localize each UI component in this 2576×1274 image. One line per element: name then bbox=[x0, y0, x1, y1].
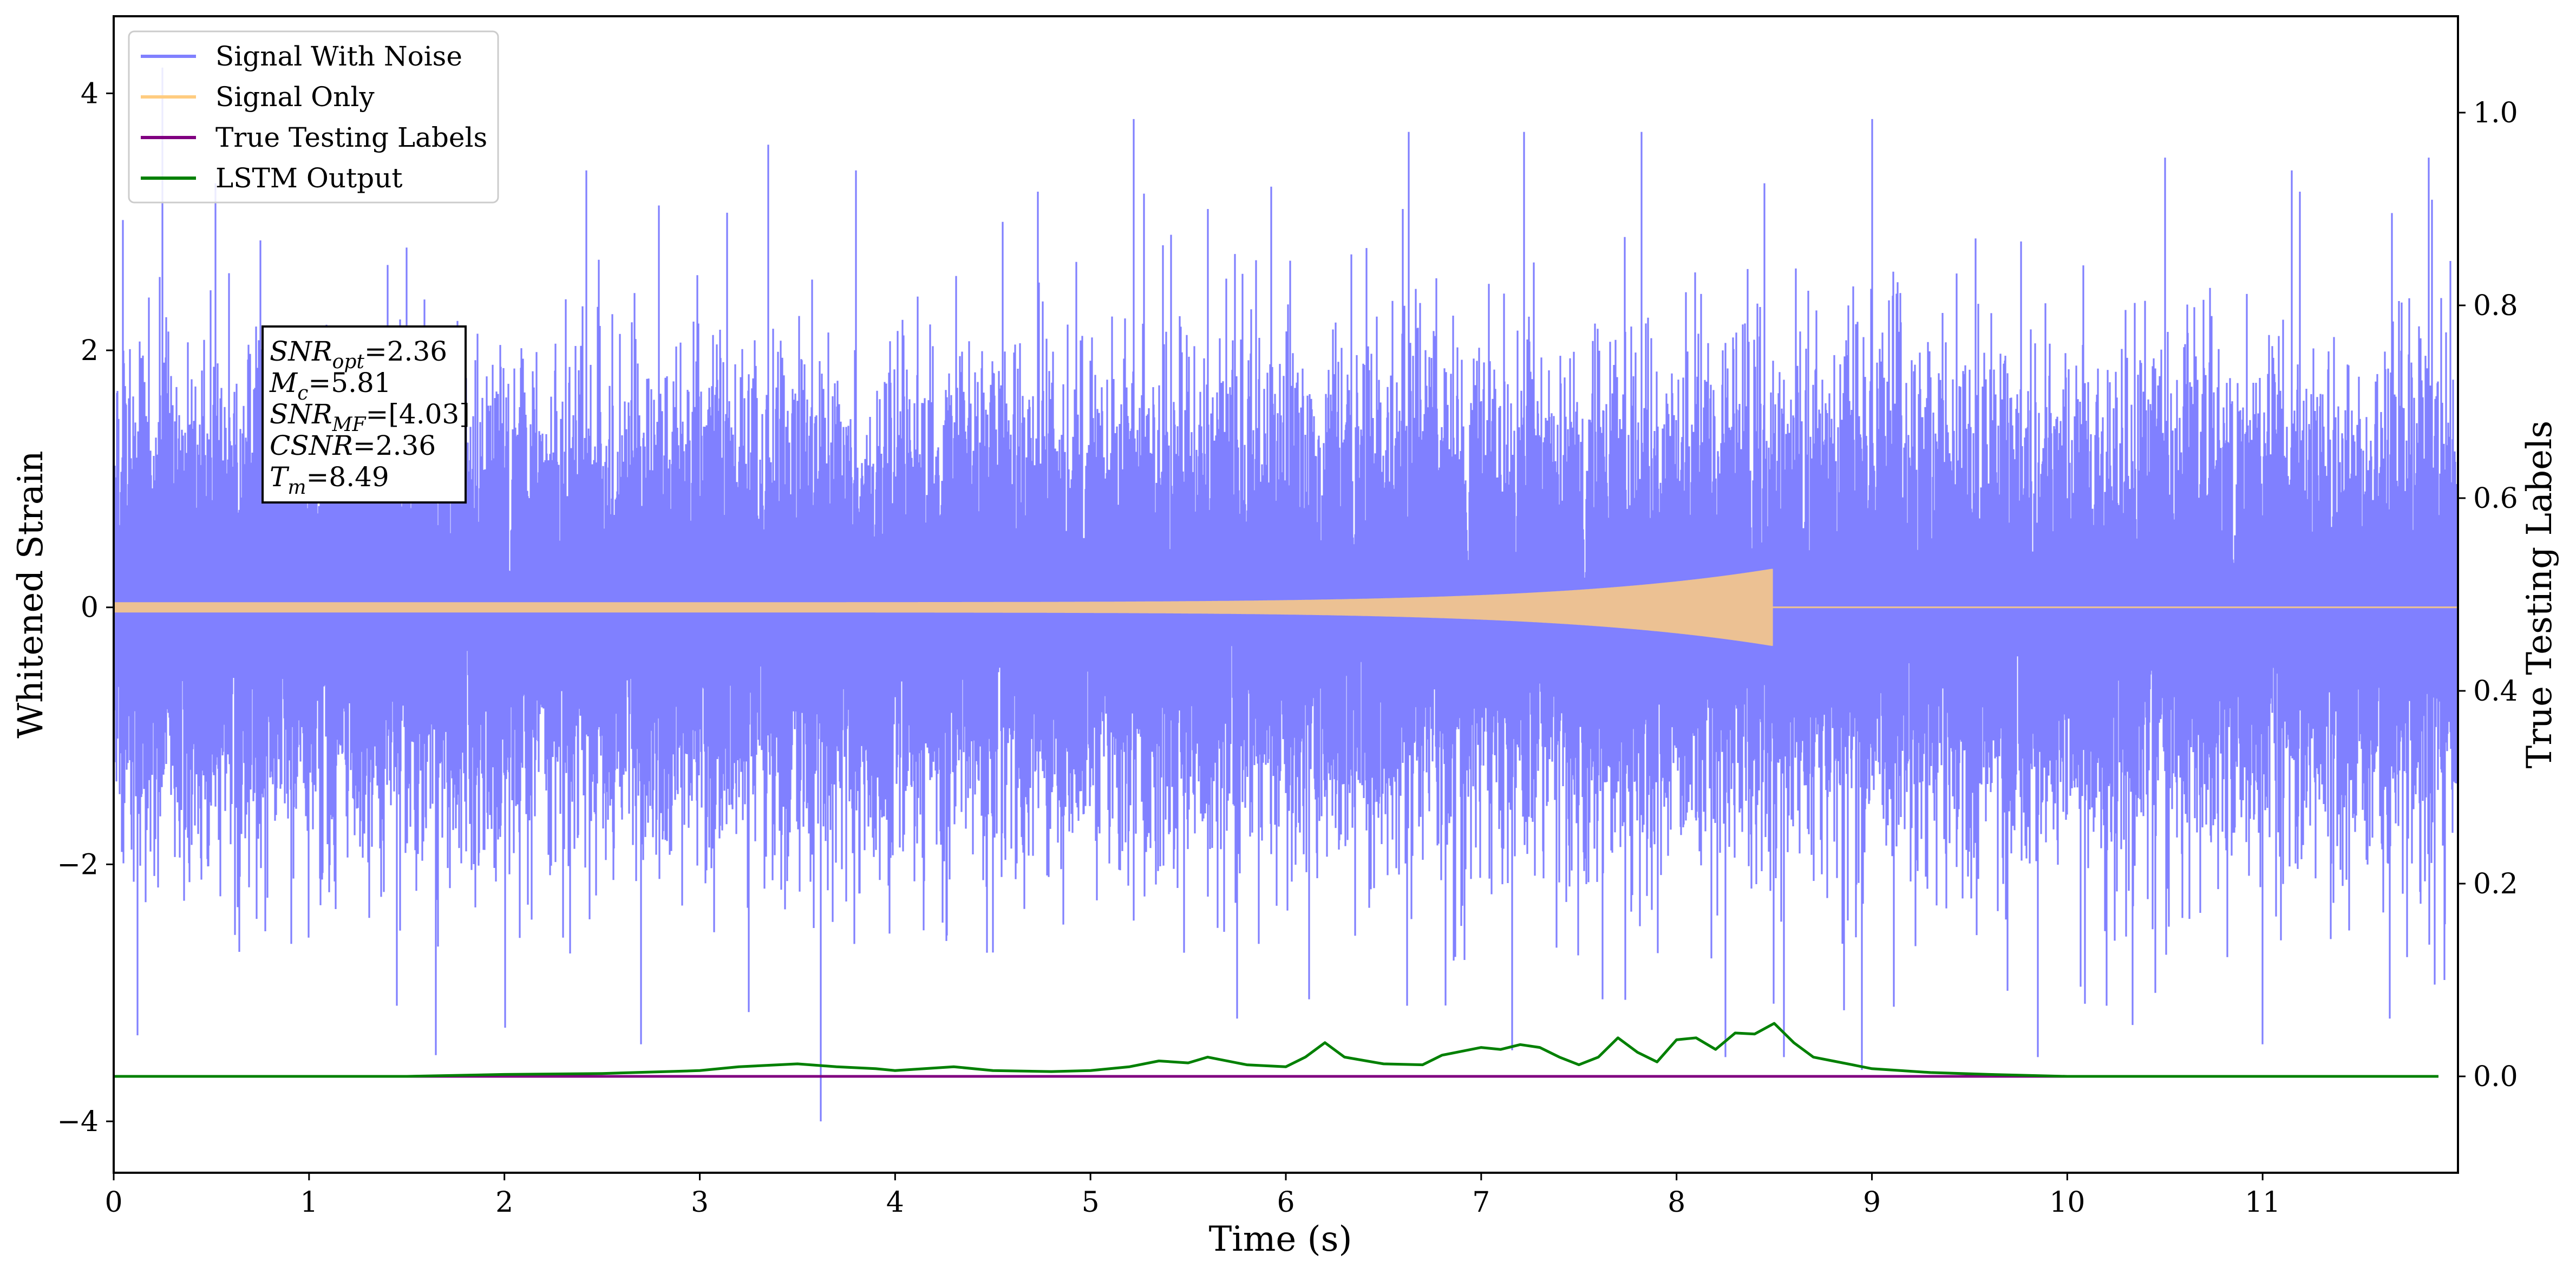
lstm-output-line bbox=[114, 1022, 2438, 1078]
x-tick-label: 11 bbox=[2245, 1186, 2280, 1219]
legend-label: LSTM Output bbox=[215, 162, 402, 194]
x-tick-label: 6 bbox=[1277, 1186, 1294, 1219]
x-tick-label: 2 bbox=[495, 1186, 513, 1219]
legend-label: True Testing Labels bbox=[215, 122, 487, 153]
y-right-tick-label: 0.0 bbox=[2473, 1061, 2518, 1093]
x-tick-label: 10 bbox=[2049, 1186, 2085, 1219]
x-axis: 0 1 2 3 4 5 6 7 8 9 10 11 bbox=[104, 1173, 2280, 1219]
y-tick-label: −2 bbox=[57, 848, 99, 881]
x-tick-label: 9 bbox=[1863, 1186, 1881, 1219]
signal-only-line bbox=[114, 569, 2458, 646]
annotation-line: Tm=8.49 bbox=[270, 461, 389, 499]
x-tick-label: 8 bbox=[1668, 1186, 1685, 1219]
y-axis-title: Whitened Strain bbox=[11, 450, 51, 738]
legend-frame bbox=[128, 30, 499, 204]
legend-label: Signal With Noise bbox=[215, 41, 462, 72]
x-tick-label: 5 bbox=[1082, 1186, 1100, 1219]
annotation-line: SNRopt=2.36 bbox=[270, 336, 447, 373]
y-right-tick-label: 0.4 bbox=[2473, 675, 2518, 708]
legend-label: Signal Only bbox=[215, 81, 375, 113]
y-axis-right-title: True Testing Labels bbox=[2520, 421, 2560, 769]
x-tick-label: 3 bbox=[691, 1186, 709, 1219]
x-tick-label: 4 bbox=[886, 1186, 904, 1219]
signal-only-series bbox=[114, 569, 2458, 646]
lstm-output-series bbox=[114, 1022, 2438, 1078]
annotation-line: SNRMF=[4.03] bbox=[270, 398, 470, 436]
y-axis-right: 0.0 0.2 0.4 0.6 0.8 1.0 bbox=[2458, 97, 2518, 1093]
x-tick-label: 1 bbox=[300, 1186, 318, 1219]
y-right-tick-label: 0.8 bbox=[2473, 290, 2518, 322]
y-right-tick-label: 1.0 bbox=[2473, 97, 2518, 129]
y-tick-label: 2 bbox=[81, 335, 99, 367]
y-tick-label: 4 bbox=[81, 77, 99, 110]
annotation-frame bbox=[261, 325, 467, 504]
x-axis-title: Time (s) bbox=[1209, 1219, 1352, 1259]
annotation-line: CSNR=2.36 bbox=[270, 430, 436, 461]
y-tick-label: 0 bbox=[81, 592, 99, 624]
legend: Signal With Noise Signal Only True Testing… bbox=[128, 30, 499, 204]
annotation-line: Mc=5.81 bbox=[269, 367, 391, 404]
y-axis-left: −4 −2 0 2 4 bbox=[57, 77, 114, 1138]
x-tick-label: 7 bbox=[1472, 1186, 1490, 1219]
annotation-box: SNRopt=2.36Mc=5.81SNRMF=[4.03]CSNR=2.36T… bbox=[261, 325, 470, 504]
y-right-tick-label: 0.6 bbox=[2473, 482, 2518, 515]
y-tick-label: −4 bbox=[57, 1106, 99, 1138]
x-tick-label: 0 bbox=[104, 1186, 122, 1219]
y-right-tick-label: 0.2 bbox=[2473, 868, 2518, 900]
